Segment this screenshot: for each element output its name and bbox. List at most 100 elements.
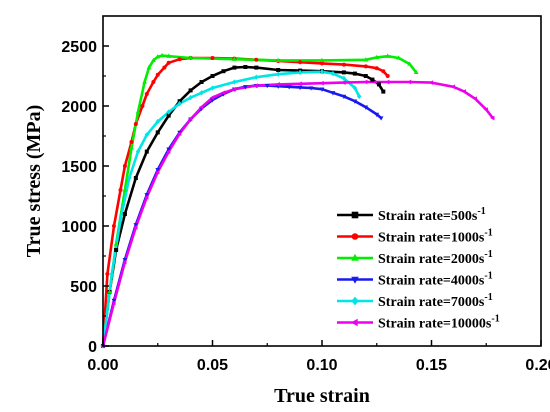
data-point	[155, 169, 160, 175]
data-point	[127, 175, 132, 181]
data-point	[363, 64, 368, 69]
data-point	[341, 62, 346, 67]
data-point	[177, 100, 182, 107]
data-point	[341, 80, 346, 85]
data-point	[298, 60, 303, 65]
legend-label-superscript: -1	[491, 314, 499, 325]
legend-label-superscript: -1	[484, 271, 492, 282]
data-point	[144, 132, 150, 138]
data-point	[319, 69, 325, 75]
y-tick-label: 500	[70, 279, 97, 296]
data-point	[162, 65, 167, 70]
data-point	[166, 147, 172, 152]
ticks-layer: 0.00 0.05 0.10 0.15 0.20 0 500 1000 1500 2000 2500	[61, 39, 550, 374]
data-point	[297, 85, 303, 91]
data-point	[129, 145, 134, 150]
data-point	[374, 54, 380, 60]
data-point	[135, 109, 141, 114]
data-point	[122, 164, 127, 169]
data-point	[374, 66, 379, 71]
data-point	[135, 148, 141, 155]
data-point	[319, 61, 324, 66]
data-point	[254, 57, 259, 62]
data-point	[109, 271, 115, 277]
data-point	[330, 91, 336, 96]
y-tick-label: 0	[88, 339, 97, 356]
data-point	[221, 69, 226, 74]
legend-marker	[350, 318, 358, 327]
data-point	[118, 217, 123, 223]
data-point	[133, 176, 138, 181]
data-point	[232, 56, 237, 61]
legend-marker	[351, 296, 359, 306]
data-point	[363, 79, 368, 85]
data-point	[406, 79, 412, 85]
data-point	[133, 224, 138, 230]
data-point	[210, 85, 215, 91]
data-point	[177, 57, 182, 62]
data-point	[385, 53, 391, 58]
data-point	[199, 90, 204, 96]
legend-label: Strain rate=7000s-1	[378, 292, 493, 310]
x-tick-label: 0.00	[87, 357, 118, 374]
legend-label-text: Strain rate=7000s	[378, 295, 485, 310]
data-point	[319, 87, 325, 92]
data-point	[276, 68, 281, 73]
data-point	[363, 74, 368, 79]
x-tick-label: 0.20	[525, 357, 550, 374]
data-point	[385, 74, 390, 79]
data-point	[176, 131, 182, 136]
data-point	[159, 52, 165, 58]
data-point	[275, 82, 280, 87]
data-point	[111, 298, 117, 304]
data-point	[254, 74, 259, 80]
data-point	[330, 70, 336, 77]
y-tick-label: 1000	[61, 219, 97, 236]
data-point	[352, 85, 358, 91]
data-point	[133, 223, 139, 228]
legend-label-text: Strain rate=2000s	[378, 252, 485, 267]
legend-label-superscript: -1	[484, 292, 492, 303]
data-point	[122, 212, 127, 217]
legend-label-text: Strain rate=500s	[378, 209, 478, 224]
data-point	[166, 60, 171, 65]
legend-marker	[351, 276, 359, 284]
data-point	[144, 149, 149, 154]
legend-label-superscript: -1	[484, 249, 492, 260]
data-point	[155, 72, 160, 77]
data-point	[254, 65, 259, 70]
data-point	[286, 85, 292, 90]
data-point	[376, 82, 381, 87]
data-point	[187, 116, 193, 122]
data-point	[232, 79, 237, 85]
data-point	[144, 194, 149, 200]
data-point	[378, 116, 384, 121]
data-point	[198, 104, 204, 110]
data-point	[188, 94, 193, 101]
data-point	[150, 57, 156, 63]
data-point	[374, 112, 380, 118]
data-point	[188, 88, 193, 93]
data-point	[111, 300, 116, 306]
data-point	[450, 84, 456, 90]
data-point	[133, 122, 138, 127]
data-point	[381, 69, 386, 74]
x-axis-title: True strain	[274, 385, 370, 407]
data-point	[490, 115, 495, 121]
data-point	[107, 289, 112, 294]
data-point	[122, 257, 128, 263]
data-point	[155, 54, 161, 59]
data-point	[341, 75, 347, 82]
data-point	[118, 188, 123, 193]
data-point	[297, 69, 303, 76]
y-axis-title: True stress (MPa)	[23, 105, 45, 258]
data-point	[155, 118, 161, 125]
legend-label-superscript: -1	[477, 206, 485, 217]
x-tick-label: 0.10	[306, 357, 337, 374]
data-point	[352, 71, 357, 76]
data-point	[210, 55, 215, 60]
data-point	[144, 92, 149, 97]
data-point	[483, 107, 488, 112]
